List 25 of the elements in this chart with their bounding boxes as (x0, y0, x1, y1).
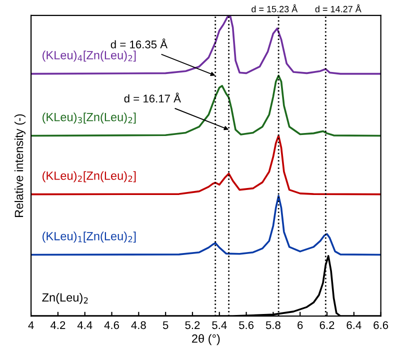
x-tick-label: 5.2 (185, 321, 200, 330)
x-tick-label: 6 (298, 321, 303, 330)
annotation: d = 15.23 Å (252, 4, 298, 12)
x-tick-label: 6.2 (320, 321, 334, 330)
x-axis-title: 2θ (°) (192, 334, 220, 346)
x-tick-label: 6.4 (346, 321, 362, 330)
annotation: d = 16.17 Å (124, 92, 181, 103)
x-tick-label: 4.8 (131, 321, 146, 330)
x-tick-label: 6.6 (374, 321, 388, 330)
x-tick-label: 4.4 (77, 321, 92, 329)
series-label: Zn(Leu)$_{2}$ (42, 292, 88, 304)
x-tick-label: 5.8 (266, 321, 280, 330)
series-label: (KLeu)$_{2}$[Zn(Leu)$_{2}$] (42, 171, 136, 182)
x-tick-label: 4.2 (50, 321, 66, 329)
annotation: d = 16.35 Å (110, 38, 168, 48)
x-tick-label: 5.4 (212, 321, 227, 330)
x-tick-label: 5.6 (239, 321, 254, 330)
annotation: d = 14.27 Å (315, 4, 362, 12)
series-label: (KLeu)$_{3}$[Zn(Leu)$_{2}$] (42, 112, 136, 124)
series-label: (KLeu)$_{1}$[Zn(Leu)$_{2}$] (42, 232, 136, 243)
x-tick-label: 4.6 (104, 321, 119, 330)
y-axis-title: Relative intensity (-) (14, 114, 26, 217)
x-tick-label: 5 (162, 321, 168, 330)
series-label: (KLeu)$_{4}$[Zn(Leu)$_{2}$] (42, 50, 136, 62)
x-tick-label: 4 (28, 321, 34, 329)
